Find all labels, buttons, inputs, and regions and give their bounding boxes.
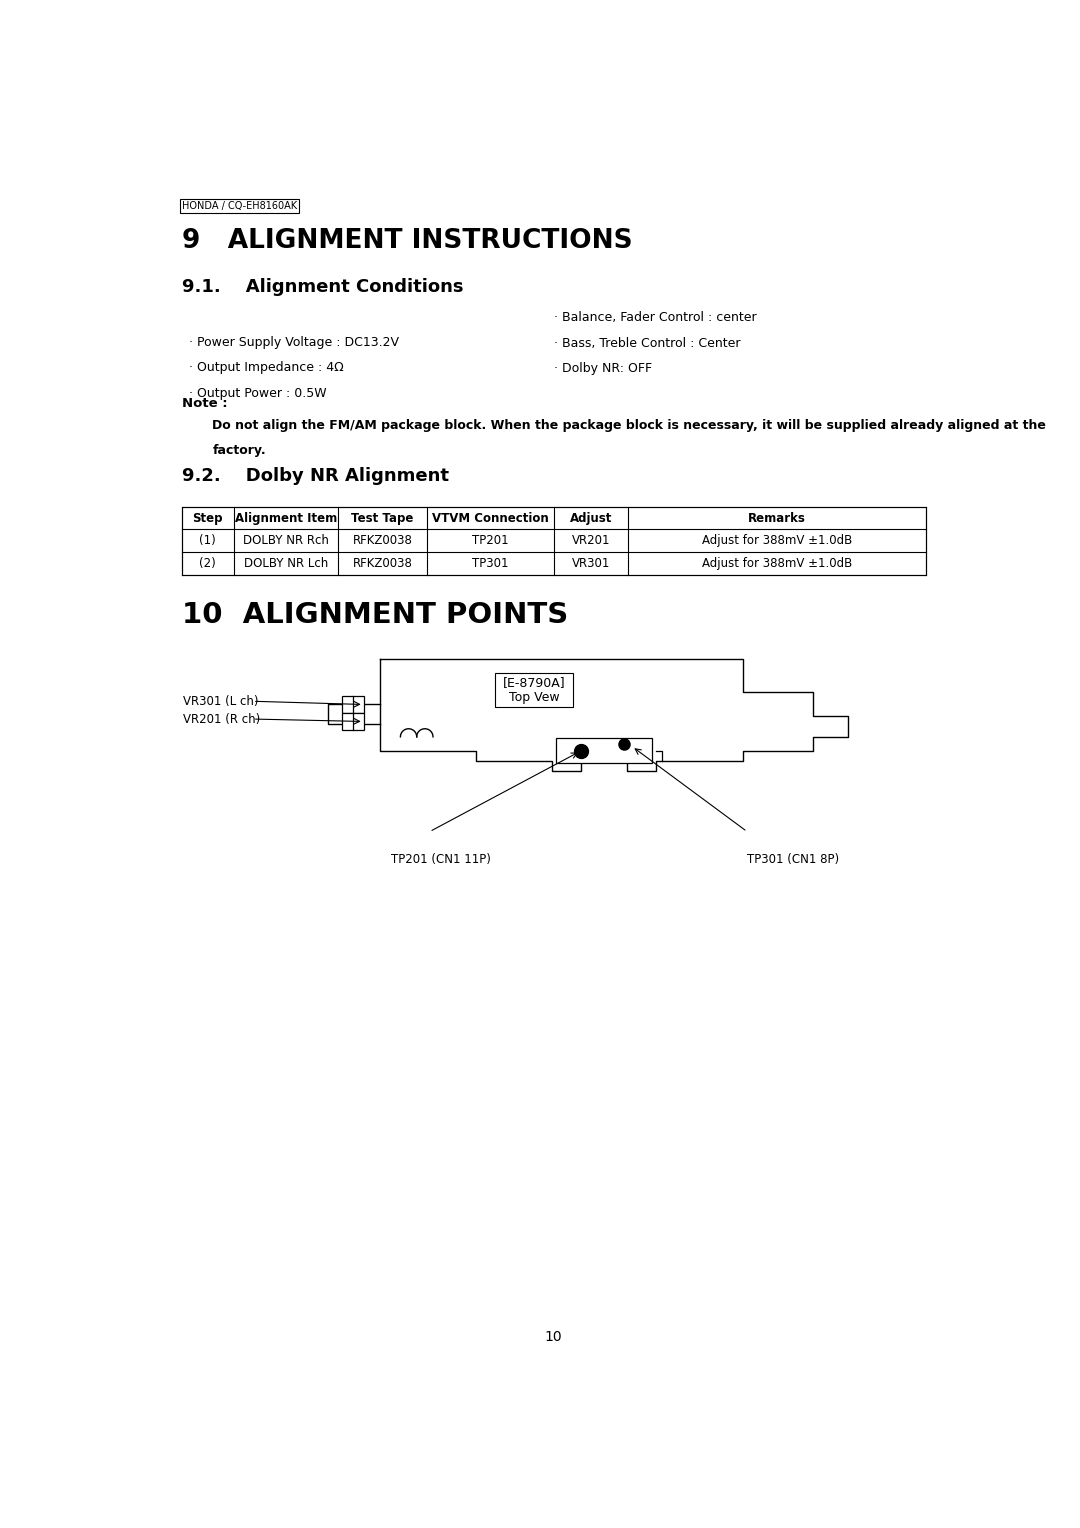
Text: 10  ALIGNMENT POINTS: 10 ALIGNMENT POINTS [181,602,568,630]
Text: Alignment Item: Alignment Item [234,512,337,524]
Text: TP301: TP301 [472,558,509,570]
Text: VR201 (R ch): VR201 (R ch) [183,712,260,726]
Bar [556,738,651,762]
Text: DOLBY NR Rch: DOLBY NR Rch [243,535,328,547]
Text: Do not align the FM/AM package block. When the package block is necessary, it wi: Do not align the FM/AM package block. Wh… [213,419,1047,432]
Bar [181,507,926,575]
Text: TP201: TP201 [472,535,509,547]
Text: RFKZ0038: RFKZ0038 [352,535,413,547]
Text: · Balance, Fader Control : center: · Balance, Fader Control : center [554,312,756,324]
Bar [342,714,364,729]
Text: · Output Impedance : 4Ω: · Output Impedance : 4Ω [189,361,345,374]
Text: VR201: VR201 [571,535,610,547]
Text: [E-8790A]
Top Vew: [E-8790A] Top Vew [503,675,566,704]
Text: · Dolby NR: OFF: · Dolby NR: OFF [554,362,651,374]
Text: 9   ALIGNMENT INSTRUCTIONS: 9 ALIGNMENT INSTRUCTIONS [181,228,632,254]
Text: Remarks: Remarks [747,512,806,524]
Text: 9.1.    Alignment Conditions: 9.1. Alignment Conditions [181,278,463,296]
Text: Adjust for 388mV ±1.0dB: Adjust for 388mV ±1.0dB [702,558,852,570]
Text: (1): (1) [199,535,216,547]
Text: TP201 (CN1 11P): TP201 (CN1 11P) [391,853,490,866]
Text: Test Tape: Test Tape [351,512,414,524]
Text: · Bass, Treble Control : Center: · Bass, Treble Control : Center [554,336,740,350]
Text: 9.2.    Dolby NR Alignment: 9.2. Dolby NR Alignment [181,466,448,484]
Text: Adjust: Adjust [569,512,612,524]
Text: 10: 10 [544,1329,563,1343]
Text: DOLBY NR Lch: DOLBY NR Lch [243,558,328,570]
Text: Step: Step [192,512,222,524]
Bar [496,672,572,707]
Text: VR301 (L ch): VR301 (L ch) [183,695,258,707]
Text: VTVM Connection: VTVM Connection [432,512,549,524]
Text: · Power Supply Voltage : DC13.2V: · Power Supply Voltage : DC13.2V [189,336,400,348]
Text: Adjust for 388mV ±1.0dB: Adjust for 388mV ±1.0dB [702,535,852,547]
Text: · Output Power : 0.5W: · Output Power : 0.5W [189,387,327,400]
Text: TP301 (CN1 8P): TP301 (CN1 8P) [747,853,839,866]
Text: (2): (2) [199,558,216,570]
Text: Note :: Note : [181,397,227,411]
Text: RFKZ0038: RFKZ0038 [352,558,413,570]
Bar [342,697,364,712]
Text: HONDA / CQ-EH8160AK: HONDA / CQ-EH8160AK [181,202,297,211]
Text: VR301: VR301 [571,558,610,570]
Text: factory.: factory. [213,443,266,457]
